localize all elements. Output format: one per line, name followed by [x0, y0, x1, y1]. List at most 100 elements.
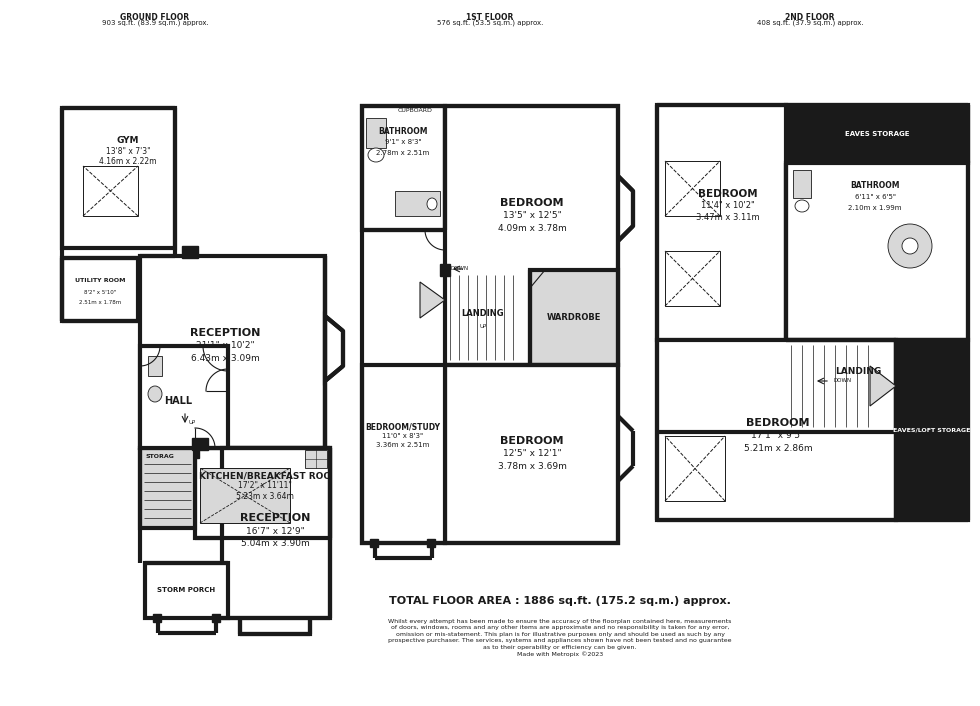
Bar	[366, 118, 386, 148]
Text: 13'5" x 12'5": 13'5" x 12'5"	[503, 212, 562, 220]
Bar	[657, 105, 786, 340]
Text: 9'1" x 8'3": 9'1" x 8'3"	[385, 139, 421, 145]
Text: WARDROBE: WARDROBE	[547, 313, 601, 321]
Text: 12'5" x 12'1": 12'5" x 12'1"	[503, 450, 562, 458]
Bar	[362, 106, 445, 230]
Text: 21'1" x 10'2": 21'1" x 10'2"	[196, 342, 255, 350]
Ellipse shape	[427, 198, 437, 210]
Text: BEDROOM/STUDY: BEDROOM/STUDY	[366, 423, 440, 431]
Text: Whilst every attempt has been made to ensure the accuracy of the floorplan conta: Whilst every attempt has been made to en…	[388, 618, 732, 657]
Text: LANDING: LANDING	[462, 309, 505, 318]
Text: CUPBOARD: CUPBOARD	[398, 107, 432, 112]
Text: 2ND FLOOR: 2ND FLOOR	[785, 13, 835, 22]
Text: BATHROOM: BATHROOM	[378, 126, 427, 136]
Text: 5.04m x 3.90m: 5.04m x 3.90m	[241, 539, 310, 549]
Text: GROUND FLOOR: GROUND FLOOR	[121, 13, 189, 22]
Bar	[200, 468, 290, 523]
Bar	[445, 365, 618, 543]
Text: 16'7" x 12'9": 16'7" x 12'9"	[246, 527, 305, 535]
Bar	[395, 191, 440, 216]
Text: 8'2" x 5'10": 8'2" x 5'10"	[84, 289, 116, 294]
Text: 11'0" x 8'3": 11'0" x 8'3"	[382, 433, 423, 439]
Bar	[195, 448, 330, 538]
Bar	[657, 340, 896, 520]
Bar	[362, 365, 445, 543]
Text: 17'1" x 9'5": 17'1" x 9'5"	[752, 431, 805, 441]
Text: EAVES/LOFT STORAGE: EAVES/LOFT STORAGE	[894, 428, 970, 433]
Text: UP: UP	[188, 421, 196, 426]
Text: RECEPTION: RECEPTION	[190, 328, 260, 338]
Text: 2.51m x 1.78m: 2.51m x 1.78m	[78, 299, 122, 304]
Text: 1ST FLOOR: 1ST FLOOR	[466, 13, 514, 22]
Bar	[665, 436, 725, 501]
Text: BATHROOM: BATHROOM	[851, 181, 900, 191]
Bar	[665, 161, 720, 216]
Bar	[182, 246, 198, 258]
Polygon shape	[870, 366, 896, 406]
Text: 2.78m x 2.51m: 2.78m x 2.51m	[376, 150, 429, 156]
Text: RECEPTION: RECEPTION	[240, 513, 311, 523]
Text: BEDROOM: BEDROOM	[698, 189, 758, 199]
Bar	[83, 166, 138, 216]
Text: 17'2" x 11'11": 17'2" x 11'11"	[238, 481, 292, 491]
Circle shape	[888, 224, 932, 268]
Bar	[530, 270, 618, 365]
Bar	[140, 256, 325, 448]
Bar	[212, 614, 220, 622]
Bar	[62, 258, 138, 321]
Text: UTILITY ROOM: UTILITY ROOM	[74, 278, 125, 284]
Ellipse shape	[795, 200, 809, 212]
Text: EAVES STORAGE: EAVES STORAGE	[845, 131, 909, 137]
Bar	[793, 170, 811, 198]
Bar	[445, 106, 618, 365]
Text: 6'11" x 6'5": 6'11" x 6'5"	[855, 194, 896, 200]
Text: DOWN: DOWN	[834, 378, 852, 383]
Text: 3.78m x 3.69m: 3.78m x 3.69m	[498, 462, 566, 472]
Ellipse shape	[368, 148, 384, 162]
Text: DOWN: DOWN	[451, 265, 469, 270]
Polygon shape	[420, 282, 445, 318]
Bar	[440, 264, 450, 276]
Bar	[665, 251, 720, 306]
Text: 576 sq.ft. (53.5 sq.m.) approx.: 576 sq.ft. (53.5 sq.m.) approx.	[437, 20, 543, 27]
Text: STORM PORCH: STORM PORCH	[157, 587, 215, 593]
Text: BEDROOM: BEDROOM	[746, 418, 809, 429]
Bar	[786, 105, 968, 163]
Text: 4.09m x 3.78m: 4.09m x 3.78m	[498, 225, 566, 233]
Bar	[153, 614, 161, 622]
Bar	[222, 448, 330, 618]
Text: STORAG: STORAG	[146, 453, 174, 458]
Text: 5.21m x 2.86m: 5.21m x 2.86m	[744, 444, 812, 453]
Text: UP: UP	[479, 323, 487, 328]
Bar	[148, 356, 162, 376]
Text: 3.36m x 2.51m: 3.36m x 2.51m	[376, 442, 429, 448]
Text: 4.16m x 2.22m: 4.16m x 2.22m	[99, 157, 157, 166]
Bar	[192, 438, 208, 450]
Bar	[786, 163, 968, 340]
Bar	[62, 108, 175, 248]
Text: 5.23m x 3.64m: 5.23m x 3.64m	[236, 492, 294, 501]
Text: 6.43m x 3.09m: 6.43m x 3.09m	[191, 354, 260, 364]
Text: BEDROOM: BEDROOM	[500, 198, 564, 208]
Bar	[140, 346, 228, 448]
Bar	[194, 446, 199, 458]
Bar	[305, 450, 327, 468]
Text: KITCHEN/BREAKFAST ROO: KITCHEN/BREAKFAST ROO	[199, 471, 331, 480]
Bar	[370, 539, 378, 547]
Text: GYM: GYM	[117, 136, 139, 145]
Text: 2.10m x 1.99m: 2.10m x 1.99m	[849, 205, 902, 211]
Text: LANDING: LANDING	[835, 366, 881, 376]
Bar	[145, 563, 228, 618]
Text: 13'8" x 7'3": 13'8" x 7'3"	[106, 147, 150, 155]
Bar	[427, 539, 435, 547]
Bar	[896, 340, 968, 520]
Text: 408 sq.ft. (37.9 sq.m.) approx.: 408 sq.ft. (37.9 sq.m.) approx.	[757, 20, 863, 27]
Text: 11'4" x 10'2": 11'4" x 10'2"	[701, 201, 755, 210]
Text: TOTAL FLOOR AREA : 1886 sq.ft. (175.2 sq.m.) approx.: TOTAL FLOOR AREA : 1886 sq.ft. (175.2 sq…	[389, 596, 731, 606]
Ellipse shape	[148, 386, 162, 402]
Text: 3.47m x 3.11m: 3.47m x 3.11m	[696, 213, 760, 222]
Text: 903 sq.ft. (83.9 sq.m.) approx.: 903 sq.ft. (83.9 sq.m.) approx.	[102, 20, 209, 27]
Bar	[140, 448, 195, 528]
Text: HALL: HALL	[164, 396, 192, 406]
Text: BEDROOM: BEDROOM	[500, 436, 564, 446]
